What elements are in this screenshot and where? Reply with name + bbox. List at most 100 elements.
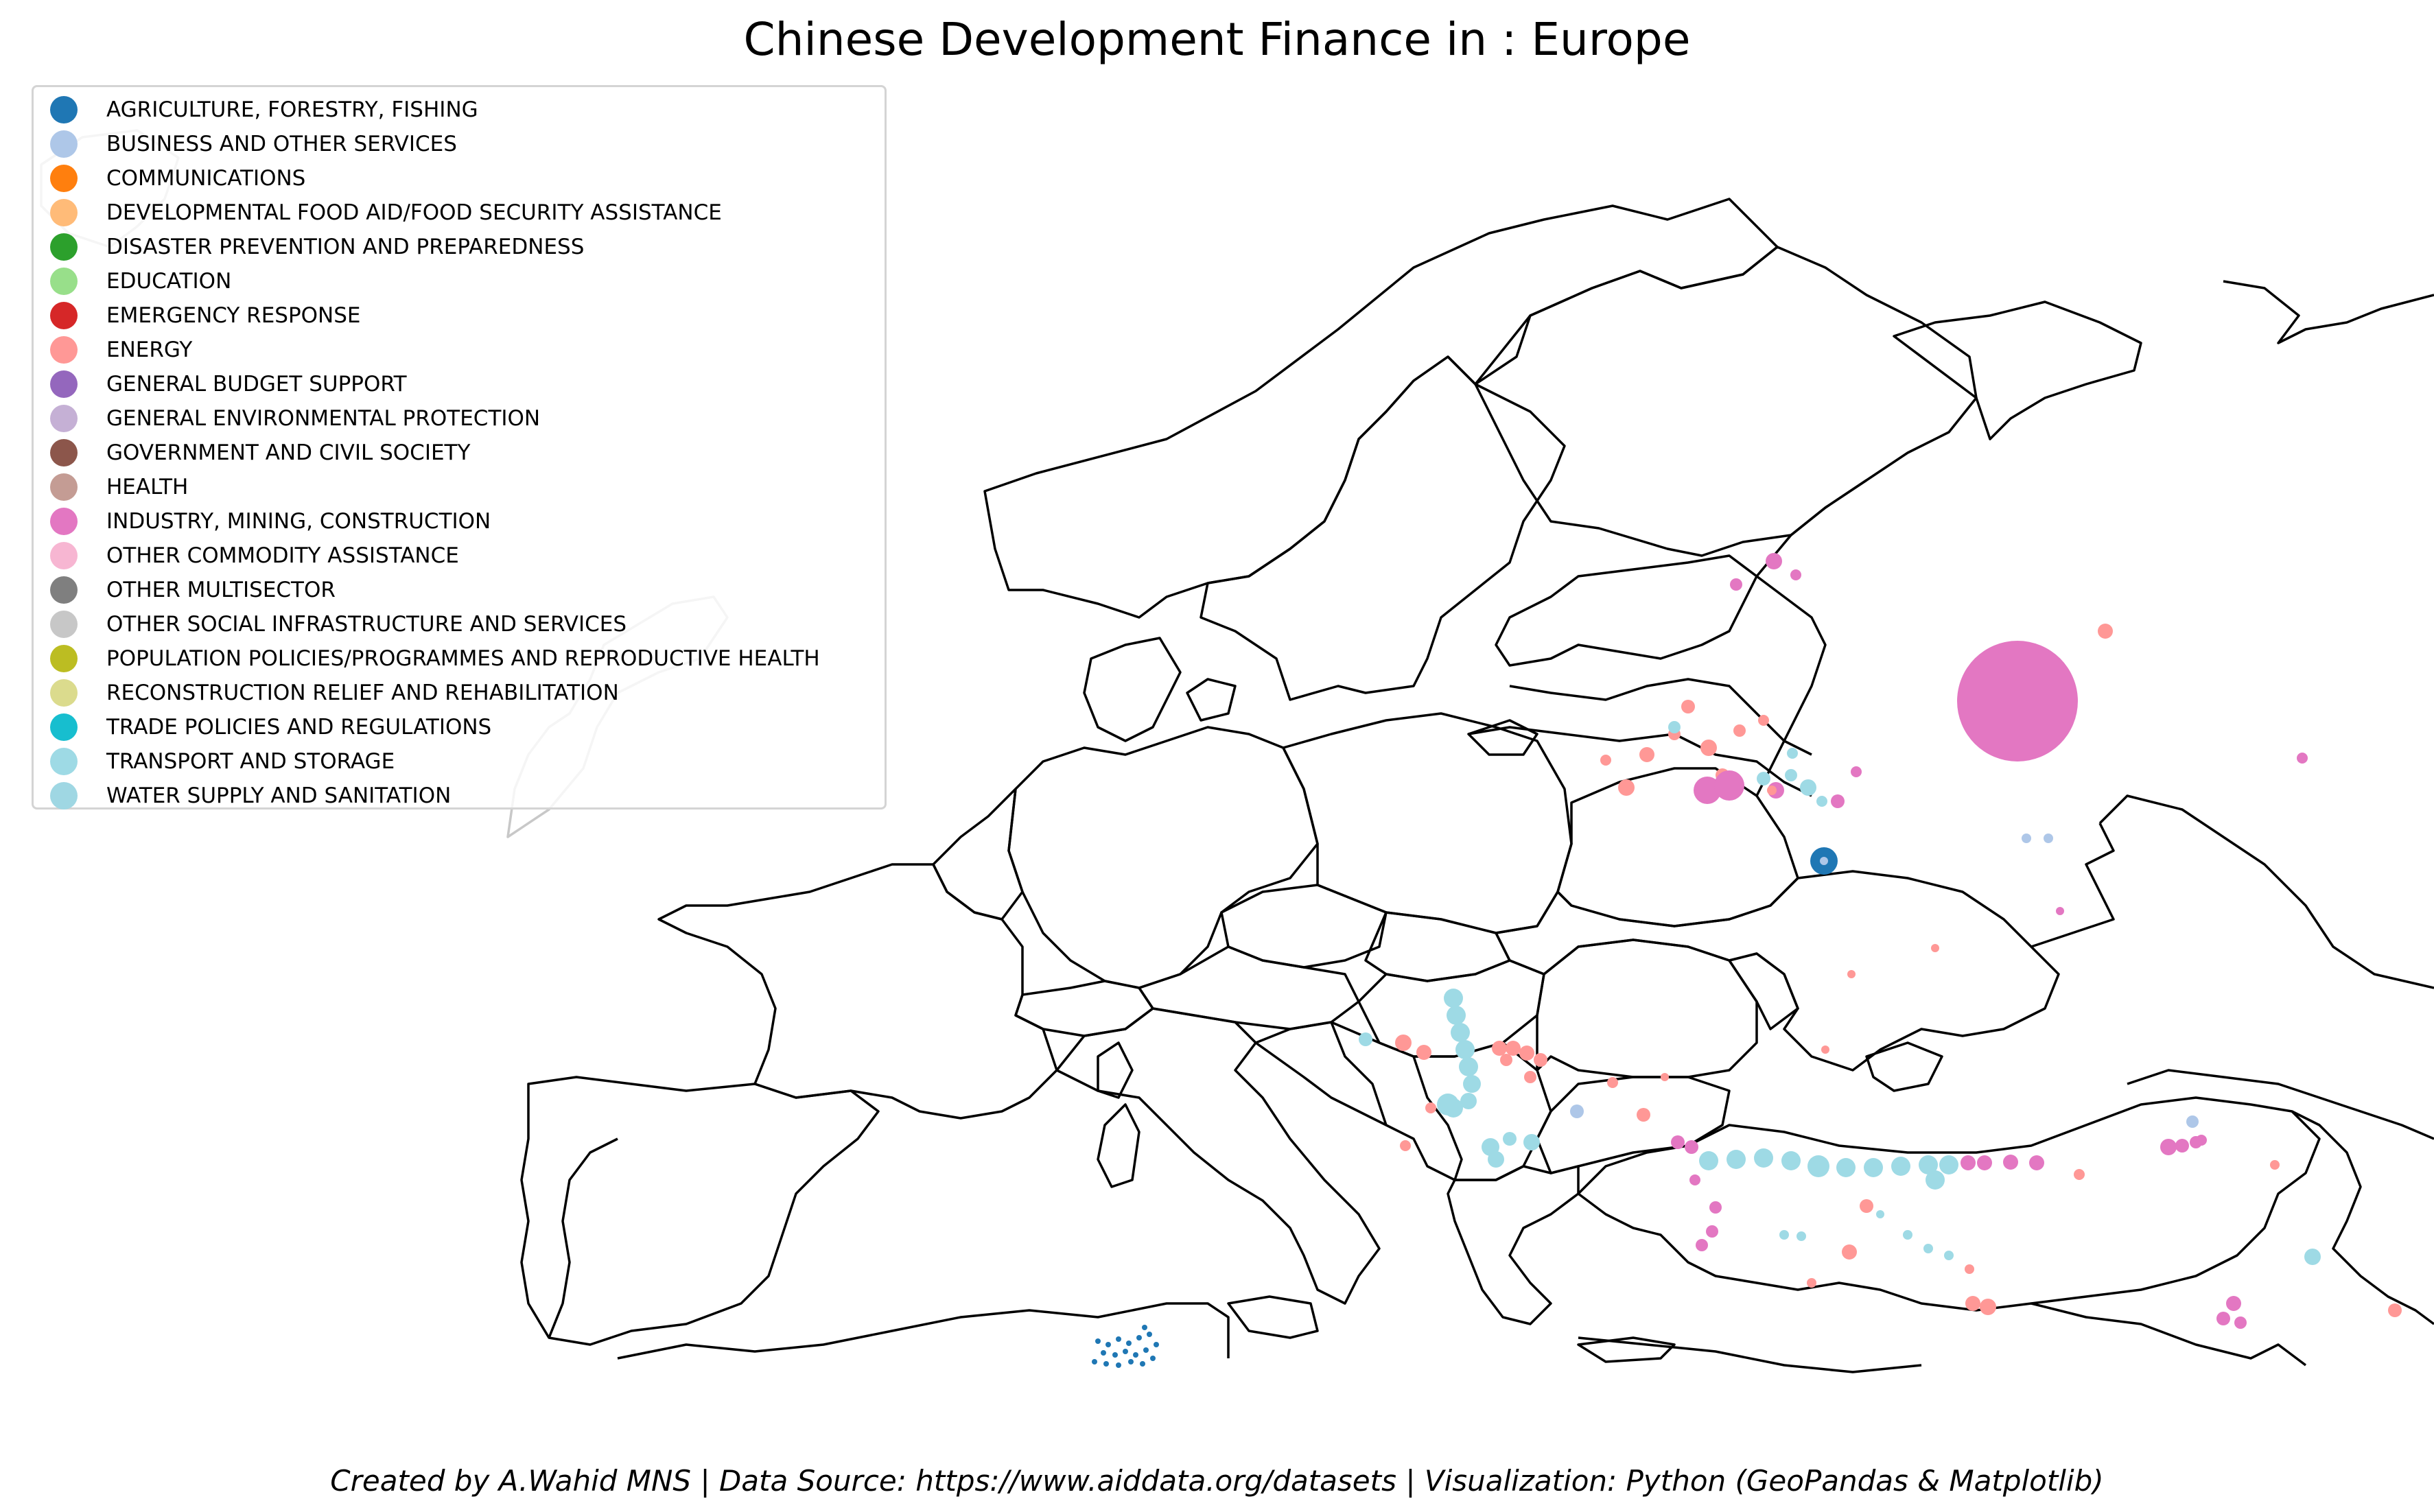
finland-outline	[1474, 246, 1978, 557]
legend-marker-icon	[50, 542, 78, 569]
marker-industry	[1790, 569, 1801, 580]
legend-label: GENERAL ENVIRONMENTAL PROTECTION	[106, 406, 541, 431]
marker-energy	[1492, 1041, 1507, 1056]
legend-marker-icon	[50, 508, 78, 535]
marker-business	[1570, 1105, 1584, 1118]
legend-item: BUSINESS AND OTHER SERVICES	[50, 127, 885, 161]
syria-iraq-border	[2031, 1302, 2307, 1367]
sweden-outline	[1200, 355, 1566, 701]
marker-agriculture-center	[1820, 857, 1828, 865]
marker-industry	[1977, 1155, 1992, 1170]
marker-transport	[1503, 1132, 1517, 1146]
marker-energy	[2098, 624, 2113, 639]
legend-marker-icon	[50, 576, 78, 604]
marker-energy-ring	[1767, 785, 1777, 795]
marker-industry	[1709, 1201, 1722, 1214]
legend-label: GENERAL BUDGET SUPPORT	[106, 372, 407, 397]
marker-transport	[1919, 1155, 1938, 1174]
marker-energy	[1416, 1045, 1431, 1060]
legend-label: GOVERNMENT AND CIVIL SOCIETY	[106, 440, 471, 465]
russia-west-outline	[1755, 479, 2434, 989]
map-title: Chinese Development Finance in : Europe	[743, 13, 1691, 66]
legend-item: EMERGENCY RESPONSE	[50, 298, 885, 333]
legend-label: WATER SUPPLY AND SANITATION	[106, 783, 452, 808]
marker-transport	[1757, 772, 1770, 785]
marker-transport	[1903, 1230, 1912, 1240]
belarus-outline	[1556, 767, 1799, 928]
legend-item: DISASTER PREVENTION AND PREPAREDNESS	[50, 230, 885, 264]
marker-energy	[2074, 1169, 2085, 1180]
legend-item: POPULATION POLICIES/PROGRAMMES AND REPRO…	[50, 641, 885, 676]
marker-transport	[1926, 1170, 1945, 1190]
marker-energy	[2270, 1160, 2280, 1170]
marker-transport	[1785, 769, 1797, 781]
legend-marker-icon	[50, 611, 78, 638]
marker-energy	[1607, 1077, 1618, 1088]
crimea-outline	[1865, 1041, 1943, 1092]
legend-label: EDUCATION	[106, 269, 232, 294]
marker-energy	[1637, 1108, 1650, 1122]
legend-label: OTHER COMMODITY ASSISTANCE	[106, 543, 459, 568]
marker-energy	[1821, 1046, 1829, 1054]
marker-industry-large	[1957, 641, 2078, 761]
legend-label: COMMUNICATIONS	[106, 166, 306, 191]
austria-outline	[1138, 945, 1360, 1030]
marker-transport	[1779, 1230, 1789, 1240]
legend-item: RECONSTRUCTION RELIEF AND REHABILITATION	[50, 676, 885, 710]
marker-transport	[1797, 1231, 1806, 1241]
marker-transport	[1939, 1155, 1958, 1174]
marker-industry	[2029, 1155, 2044, 1170]
russia-north-coast	[2223, 280, 2434, 344]
marker-energy	[1534, 1053, 1547, 1067]
marker-industry	[2297, 753, 2308, 764]
agriculture-cluster-north-africa	[1092, 1325, 1159, 1368]
marker-energy	[1758, 715, 1769, 726]
legend-item: EDUCATION	[50, 264, 885, 298]
marker-transport	[1923, 1244, 1933, 1253]
marker-transport	[1523, 1134, 1540, 1150]
france-outline	[657, 863, 1058, 1120]
caucasus-outline	[2127, 1069, 2434, 1140]
legend-label: HEALTH	[106, 475, 189, 499]
sardinia-outline	[1097, 1103, 1140, 1188]
marker-energy	[1519, 1046, 1534, 1061]
marker-business	[2044, 834, 2053, 843]
marker-energy	[1639, 747, 1654, 762]
marker-transport	[1451, 1023, 1470, 1042]
latvia-border	[1509, 678, 1812, 756]
marker-energy	[1860, 1199, 1873, 1213]
marker-transport	[1359, 1032, 1372, 1046]
sector-legend: AGRICULTURE, FORESTRY, FISHING BUSINESS A…	[32, 85, 887, 810]
legend-label: INDUSTRY, MINING, CONSTRUCTION	[106, 509, 491, 534]
marker-energy	[1965, 1296, 1980, 1311]
marker-transport	[1488, 1151, 1504, 1168]
marker-transport	[1668, 721, 1681, 733]
marker-industry	[1671, 1135, 1685, 1149]
marker-energy	[1965, 1264, 1974, 1274]
legend-marker-icon	[50, 336, 78, 364]
legend-item: GOVERNMENT AND CIVIL SOCIETY	[50, 436, 885, 470]
zealand-outline	[1186, 678, 1237, 722]
legend-label: TRANSPORT AND STORAGE	[106, 749, 395, 774]
germany-outline	[1007, 726, 1319, 989]
legend-marker-icon	[50, 645, 78, 672]
marker-industry	[2234, 1316, 2247, 1329]
legend-item: TRADE POLICIES AND REGULATIONS	[50, 710, 885, 744]
serbia-border	[1412, 1056, 1463, 1181]
marker-industry	[1730, 578, 1742, 591]
marker-energy	[1506, 1041, 1521, 1056]
marker-industry	[1696, 1239, 1708, 1251]
marker-energy	[1807, 1278, 1816, 1288]
marker-transport	[1800, 779, 1816, 796]
marker-transport	[1807, 1155, 1829, 1177]
marker-energy	[1931, 944, 1939, 952]
marker-transport	[1459, 1057, 1478, 1076]
marker-industry	[2056, 907, 2064, 915]
legend-label: ENERGY	[106, 338, 193, 362]
legend-label: DISASTER PREVENTION AND PREPAREDNESS	[106, 235, 585, 259]
switzerland-outline	[1014, 980, 1154, 1037]
balkans-outline	[1254, 1021, 1552, 1181]
marker-industry	[2226, 1296, 2241, 1311]
lithuania-border	[1468, 726, 1812, 797]
marker-energy	[1700, 740, 1717, 756]
